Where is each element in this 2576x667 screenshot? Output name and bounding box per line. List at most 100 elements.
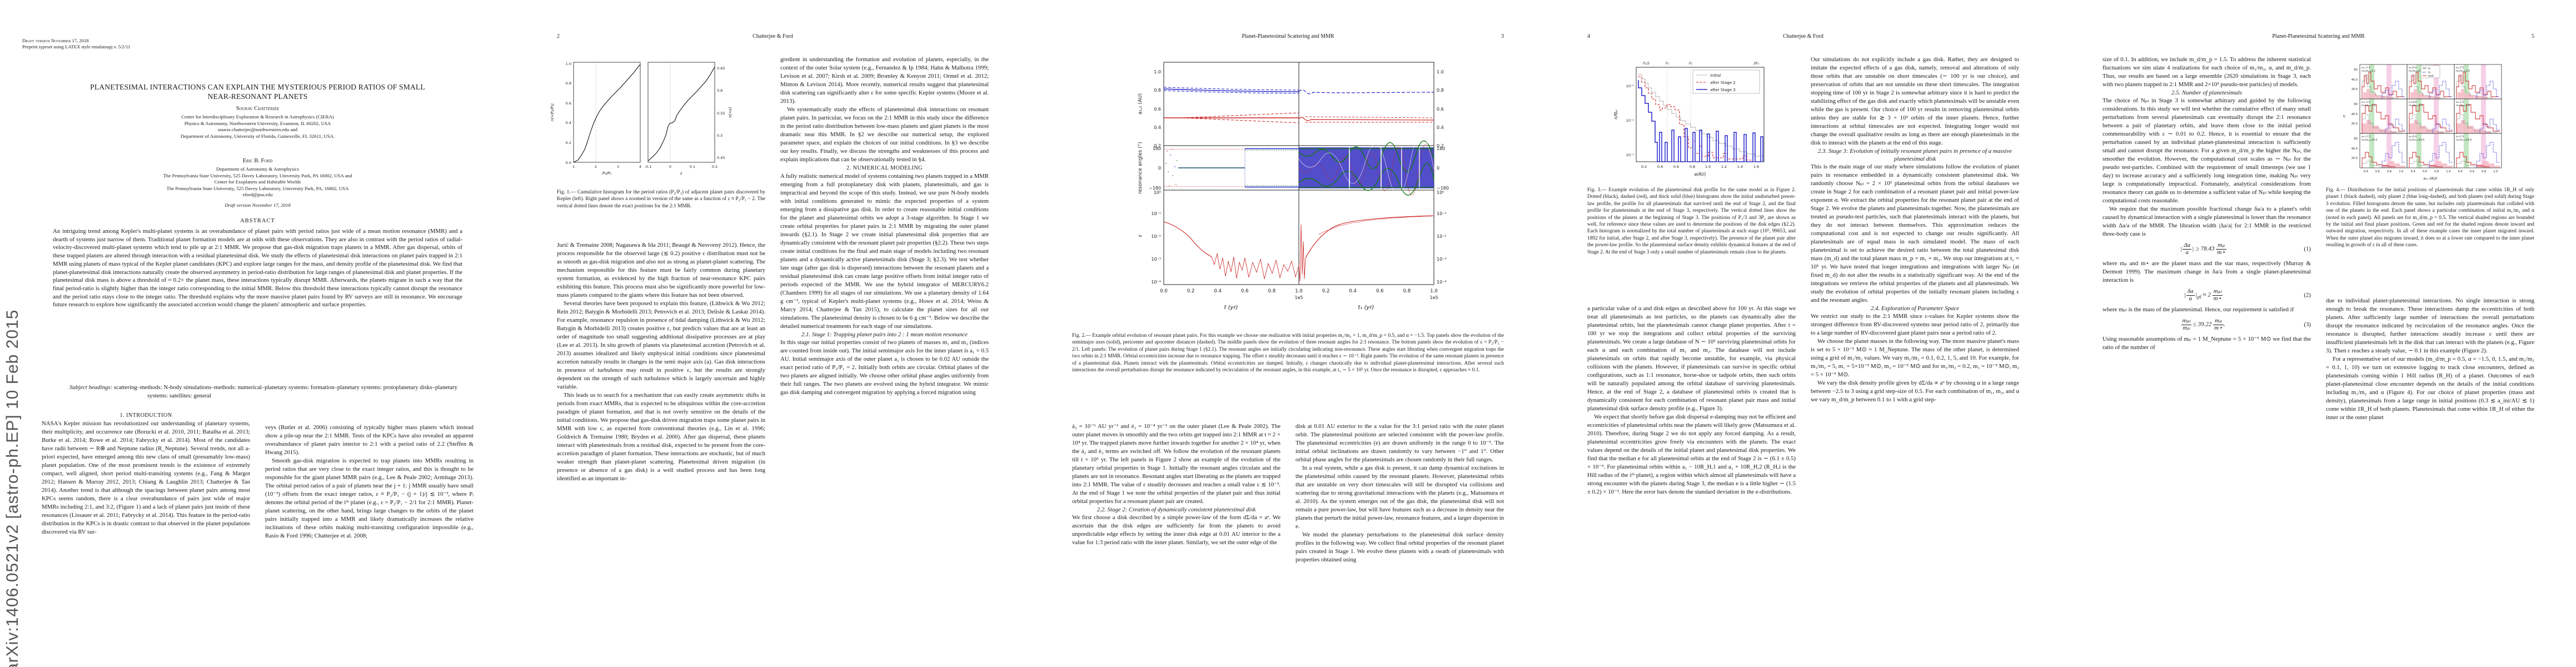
arxiv-watermark: arXiv:1406.0521v2 [astro-ph.EP] 10 Feb 2… [3,309,22,667]
fig1-left-curve [573,64,641,163]
p2-column-2: gredient in understanding the formation … [780,56,989,618]
paragraph: Several theories have been proposed to e… [557,300,765,390]
svg-text:0: 0 [1437,166,1439,171]
paragraph: where mₚₗ is the mass of the planetesima… [2102,306,2294,313]
page-1: arXiv:1406.0521v2 [astro-ph.EP] 10 Feb 2… [0,0,515,667]
page-5: Planet-Planetesimal Scattering and MMR 5… [2061,0,2576,667]
svg-text:20.0: 20.0 [2351,88,2358,91]
paragraph: Smooth gas-disk migration is expected to… [265,457,474,539]
running-head: Chatterjee & Ford [753,33,793,39]
svg-text:3P₂: 3P₂ [1753,62,1759,66]
svg-text:1.0: 1.0 [1154,69,1161,74]
p2-column-1: Jurić & Tremaine 2008; Nagasawa & Ida 20… [557,241,765,617]
page-number: 4 [1587,33,1590,39]
svg-text:α=0.0: α=0.0 [2409,101,2416,104]
svg-text:10⁻³: 10⁻³ [1626,153,1635,157]
subsection-2-1-heading: 2.1. Stage 1: Trapping planet pairs into… [801,331,968,338]
equation-3-number: (3) [2304,321,2311,328]
svg-text:0.0: 0.0 [566,161,571,165]
paragraph: We expect that shortly before gas disk d… [1587,414,1796,495]
paragraph: where mₚ and m⋆ are the planet mass and … [2102,260,2311,284]
abstract-text: An intriguing trend among Kepler's multi… [53,228,462,308]
svg-text:10⁻²: 10⁻² [1626,118,1635,123]
svg-text:10⁻²: 10⁻² [1151,234,1161,239]
svg-text:0.8: 0.8 [2482,170,2486,173]
svg-text:0.4: 0.4 [1214,288,1222,294]
affil-line: eford@psu.edu [242,192,273,197]
paragraph: We restrict our study to the 2:1 MMR sin… [1811,313,2019,336]
subject-headings: Subject headings: scattering–methods: N-… [53,384,462,400]
svg-text:ε: ε [680,171,682,176]
figure-1: 0.0 0.2 0.4 0.6 0.8 1.0 1 2 3 4 P₂/P₁ n(… [546,59,735,181]
page-number: 2 [557,33,560,39]
svg-text:0.6: 0.6 [2375,170,2380,173]
svg-text:1e5: 1e5 [1429,295,1438,300]
paragraph: ȧ₂ = 10⁻⁶ AU yr⁻¹ and ė₂ = 10⁻⁴ yr⁻¹ on … [1072,423,1280,505]
svg-text:m₁/m₂=1.0: m₁/m₂=1.0 [2456,104,2470,107]
svg-text:1: 1 [572,165,575,169]
subject-list: scattering–methods: N-body simulations–m… [113,384,458,399]
affil-line: The Pennsylvania State University, 525 D… [163,172,352,178]
svg-text:0.2: 0.2 [712,165,718,169]
page-2: 2 Chatterjee & Ford 0.0 0.2 0.4 0.6 0.8 … [515,0,1030,667]
paragraph: This is the main stage of our study wher… [1811,163,2019,303]
svg-text:180: 180 [1437,146,1445,151]
paragraph: Jurić & Tremaine 2008; Nagasawa & Ida 20… [557,242,765,298]
paragraph: In a real system, while a gas disk is pr… [1296,465,1504,530]
subsection-2-4-heading: 2.4. Exploration of Parameter Space [1871,305,1959,312]
svg-text:1.6: 1.6 [1753,165,1759,169]
affil-line: Center for Interdisciplinary Exploration… [181,114,334,120]
svg-text:10⁻²: 10⁻² [1437,234,1447,239]
section-1-heading: 1. INTRODUCTION [119,412,172,419]
paragraph: For a representative set of our models (… [2326,356,2534,421]
svg-text:α=1.5: α=1.5 [2456,135,2464,138]
svg-text:m₁/m₂=1.0: m₁/m₂=1.0 [2409,104,2423,107]
svg-text:0.1: 0.1 [690,165,695,169]
fig4-encounter-histograms: α=-1.5m₁/m₂=0.1 α=0.0m₁/m₂=0.1 α=1.5m₁/m… [2342,64,2502,181]
svg-text:P₁/3: P₁/3 [1643,62,1650,66]
svg-text:−180: −180 [1437,186,1449,191]
svg-text:0.6: 0.6 [717,88,723,93]
equation-2: | δa a |pl ≈ 2 mₚₗ m⋆ (2) [2184,288,2311,302]
paragraph: We model the planetary perturbations to … [1296,531,1504,563]
svg-text:m₁/m₂=10.0: m₁/m₂=10.0 [2456,138,2472,142]
svg-text:0.4: 0.4 [1349,288,1357,294]
svg-text:10⁻³: 10⁻³ [1437,257,1447,262]
running-head: Chatterjee & Ford [1783,33,1823,39]
svg-text:aᵢₙᵢ (AU): aᵢₙᵢ (AU) [2423,176,2437,181]
svg-text:10⁻³: 10⁻³ [1151,257,1161,262]
svg-text:α=0.0: α=0.0 [2409,135,2416,138]
running-head: Planet-Planetesimal Scattering and MMR [1242,33,1334,39]
figure-2-caption: Fig. 2.— Example orbital evolution of re… [1072,333,1504,374]
p5-column-1: size of 0.1. In addition, we include m_d… [2102,56,2311,618]
svg-text:0.8: 0.8 [2434,170,2439,173]
paragraph: We choose the planet masses in the follo… [1811,338,2019,378]
svg-text:1.0: 1.0 [1437,69,1444,74]
svg-text:0.0: 0.0 [1160,288,1168,294]
svg-text:20.0: 20.0 [2351,157,2358,160]
svg-text:0.8: 0.8 [2387,170,2391,173]
svg-text:initial: initial [1710,73,1721,78]
svg-text:m₁/m₂=0.1: m₁/m₂=0.1 [2456,69,2470,73]
paragraph: A fully realistic numerical model of sys… [780,173,989,330]
draft-header: Draft version November 17, 2018 Preprint… [22,38,130,50]
figure-3: initial after Stage 2 after Stage 3 P₁/3… [1610,59,1779,185]
paragraph: The choice of Nₚₗ in Stage 3 is somewhat… [2102,97,2311,204]
p5-column-2: due to individual planet-planetesimal in… [2326,297,2534,618]
svg-text:0.8: 0.8 [1268,288,1276,294]
fig1-cumulative-histogram: 0.0 0.2 0.4 0.6 0.8 1.0 1 2 3 4 P₂/P₁ n(… [550,62,733,176]
svg-text:α=-1.5: α=-1.5 [2361,135,2370,138]
p1-column-2: veys (Butler et al. 2006) consisting of … [265,424,474,607]
svg-text:0.8: 0.8 [1403,288,1411,294]
paragraph: due to individual planet-planetesimal in… [2326,297,2534,354]
svg-text:4: 4 [639,165,641,169]
equation-3: mₚₗ mₚ ≤ 39.22 mₚ m⋆. (3) [2181,317,2311,331]
p4-column-1: a particular value of α and disk edges a… [1587,305,1796,617]
affil-line: Department of Astronomy & Astrophysics [216,166,300,172]
svg-text:0.2: 0.2 [1187,288,1195,294]
fig1-right-curve [647,67,715,162]
svg-text:0.2: 0.2 [1154,143,1161,148]
svg-text:0.6: 0.6 [1376,288,1384,294]
affil-line: Department of Astronomy, University of F… [180,133,335,139]
svg-text:ε: ε [1138,234,1143,237]
